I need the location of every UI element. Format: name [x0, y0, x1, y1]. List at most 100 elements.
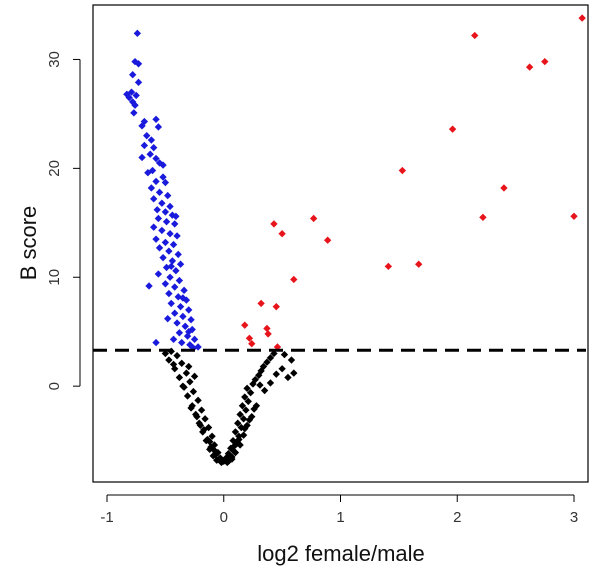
data-point-down-41 [150, 223, 157, 230]
data-point-up-18 [241, 322, 248, 329]
data-point-down-89 [170, 336, 177, 343]
y-axis-title: B score [16, 206, 41, 281]
data-point-down-42 [158, 227, 165, 234]
data-point-down-69 [179, 313, 186, 320]
data-point-down-15 [143, 132, 150, 139]
data-point-ns-10 [184, 392, 191, 399]
data-point-down-58 [176, 277, 183, 284]
data-point-up-3 [526, 63, 533, 70]
data-point-up-6 [500, 184, 507, 191]
data-point-down-30 [156, 189, 163, 196]
data-point-down-45 [152, 235, 159, 242]
data-point-down-40 [171, 220, 178, 227]
y-tick-label-1: 10 [46, 269, 63, 286]
data-point-down-76 [191, 336, 198, 343]
y-tick-label-0: 0 [46, 382, 63, 390]
data-point-down-62 [165, 290, 172, 297]
data-point-down-38 [155, 215, 162, 222]
data-point-down-50 [175, 251, 182, 258]
data-point-ns-92 [256, 381, 263, 388]
data-point-up-7 [570, 213, 577, 220]
data-point-down-60 [171, 283, 178, 290]
data-point-down-16 [155, 123, 162, 130]
data-point-up-17 [273, 303, 280, 310]
data-point-down-19 [150, 144, 157, 151]
data-point-down-68 [171, 310, 178, 317]
data-point-down-48 [156, 244, 163, 251]
data-point-down-52 [169, 257, 176, 264]
data-point-ns-91 [261, 387, 268, 394]
data-point-down-18 [141, 142, 148, 149]
data-point-ns-9 [190, 388, 197, 395]
data-point-down-49 [165, 247, 172, 254]
data-point-ns-5 [183, 369, 190, 376]
data-point-down-51 [159, 254, 166, 261]
data-point-down-72 [182, 323, 189, 330]
data-point-up-4 [449, 125, 456, 132]
data-point-ns-59 [284, 374, 291, 381]
data-point-down-31 [164, 192, 171, 199]
data-point-down-32 [150, 195, 157, 202]
data-point-down-88 [164, 315, 171, 322]
data-point-ns-13 [198, 406, 205, 413]
x-tick-label-0: -1 [100, 509, 113, 526]
data-point-down-46 [162, 239, 169, 246]
data-point-down-55 [172, 267, 179, 274]
data-point-down-20 [147, 151, 154, 158]
x-tick-label-3: 2 [453, 509, 461, 526]
data-point-ns-58 [278, 365, 285, 372]
data-point-ns-1 [173, 352, 180, 359]
data-point-down-61 [180, 287, 187, 294]
x-axis-title: log2 female/male [257, 541, 425, 566]
data-point-up-19 [263, 325, 270, 332]
data-point-down-17 [148, 136, 155, 143]
data-point-down-53 [177, 261, 184, 268]
data-point-down-80 [152, 339, 159, 346]
data-point-up-1 [471, 32, 478, 39]
data-point-down-77 [178, 339, 185, 346]
data-point-down-59 [162, 280, 169, 287]
data-points-layer [123, 14, 586, 466]
data-point-ns-7 [186, 378, 193, 385]
data-point-ns-61 [288, 356, 295, 363]
data-point-down-70 [187, 316, 194, 323]
x-tick-label-4: 3 [570, 509, 578, 526]
data-point-down-14 [152, 116, 159, 123]
data-point-ns-6 [176, 374, 183, 381]
x-axis: -1 0 1 2 3 [100, 495, 578, 526]
data-point-down-65 [168, 300, 175, 307]
data-point-down-39 [163, 218, 170, 225]
data-point-up-13 [415, 261, 422, 268]
data-point-down-0 [134, 30, 141, 37]
data-point-up-10 [270, 220, 277, 227]
data-point-down-71 [173, 319, 180, 326]
data-point-down-36 [162, 208, 169, 215]
data-point-down-33 [158, 200, 165, 207]
y-tick-label-2: 20 [46, 160, 63, 177]
data-point-down-66 [177, 303, 184, 310]
data-point-up-2 [541, 58, 548, 65]
data-point-ns-60 [290, 369, 297, 376]
data-point-ns-3 [178, 360, 185, 367]
data-point-down-21 [138, 154, 145, 161]
x-tick-label-2: 1 [336, 509, 344, 526]
data-point-up-16 [257, 300, 264, 307]
y-tick-label-3: 30 [46, 51, 63, 68]
data-point-ns-15 [201, 415, 208, 422]
data-point-down-44 [173, 232, 180, 239]
data-point-up-12 [324, 237, 331, 244]
data-point-up-5 [399, 167, 406, 174]
x-tick-label-1: 0 [220, 509, 228, 526]
data-point-ns-94 [267, 379, 274, 386]
data-point-down-11 [130, 109, 137, 116]
data-point-up-9 [310, 215, 317, 222]
data-point-up-15 [290, 276, 297, 283]
data-point-up-0 [578, 14, 585, 21]
data-point-down-3 [129, 71, 136, 78]
data-point-down-29 [148, 184, 155, 191]
data-point-down-47 [170, 241, 177, 248]
data-point-ns-11 [194, 397, 201, 404]
data-point-down-74 [176, 329, 183, 336]
data-point-down-56 [155, 270, 162, 277]
